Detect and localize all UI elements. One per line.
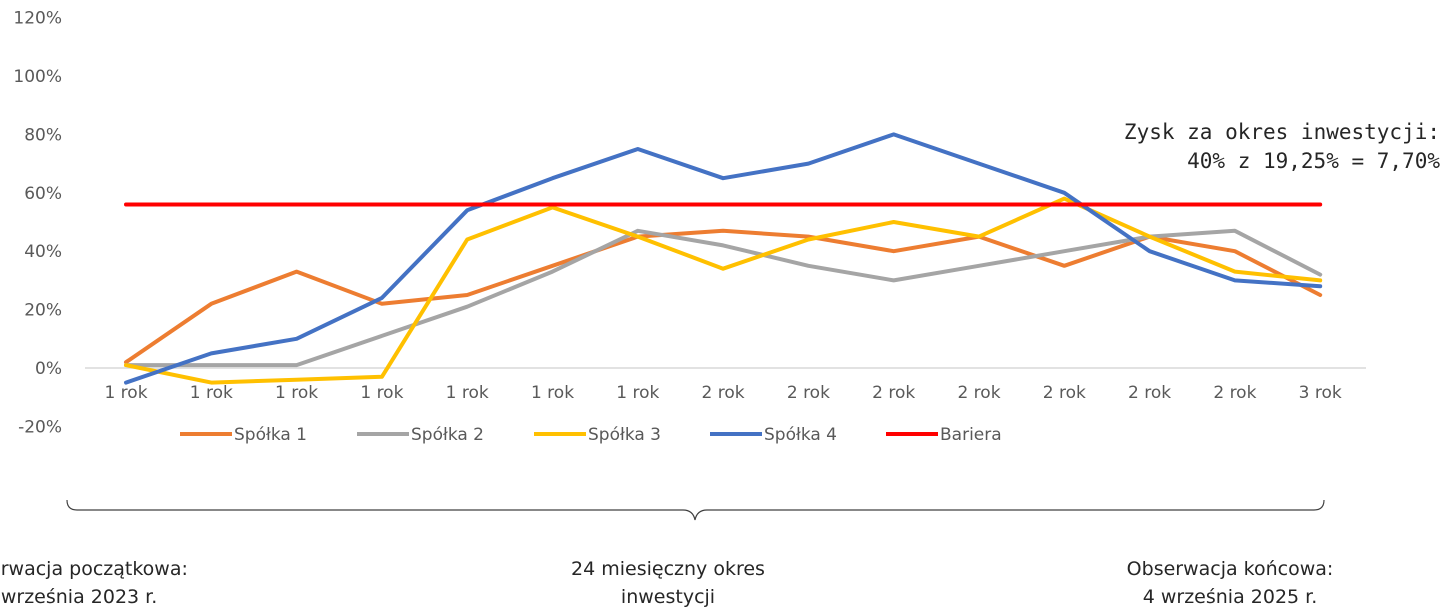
x-tick-label: 2 rok bbox=[957, 383, 1000, 403]
series-lines bbox=[124, 132, 1323, 385]
x-tick-label: 1 rok bbox=[360, 383, 403, 403]
series-line-1 bbox=[124, 228, 1323, 365]
legend-label: Spółka 3 bbox=[588, 425, 661, 445]
profit-annotation-line2: 40% z 19,25% = 7,70% bbox=[1187, 149, 1440, 173]
y-tick-label: 0% bbox=[35, 359, 62, 379]
y-tick-label: 40% bbox=[24, 242, 62, 262]
legend-label: Spółka 4 bbox=[764, 425, 837, 445]
start-observation-date: 4 września 2023 r. bbox=[0, 586, 158, 608]
profit-annotation: Zysk za okres inwestycji: 40% z 19,25% =… bbox=[1124, 118, 1440, 176]
y-tick-label: -20% bbox=[18, 417, 62, 437]
period-brace bbox=[66, 499, 1325, 521]
x-tick-label: 2 rok bbox=[1043, 383, 1086, 403]
y-tick-label: 20% bbox=[24, 301, 62, 321]
legend-label: Bariera bbox=[940, 425, 1002, 445]
x-tick-label: 1 rok bbox=[531, 383, 574, 403]
x-tick-label: 3 rok bbox=[1299, 383, 1342, 403]
y-tick-label: 60% bbox=[24, 184, 62, 204]
x-tick-label: 1 rok bbox=[104, 383, 147, 403]
end-observation-date: 4 września 2025 r. bbox=[1142, 586, 1318, 608]
x-tick-label: 2 rok bbox=[702, 383, 745, 403]
y-tick-label: 120% bbox=[13, 9, 62, 29]
end-observation: Obserwacja końcowa: 4 września 2025 r. bbox=[1080, 555, 1380, 611]
x-tick-label: 1 rok bbox=[616, 383, 659, 403]
start-observation: Obserwacja początkowa: 4 września 2023 r… bbox=[0, 555, 230, 611]
profit-annotation-line1: Zysk za okres inwestycji: bbox=[1123, 120, 1440, 144]
x-tick-label: 2 rok bbox=[1128, 383, 1171, 403]
y-axis-ticks: -20% 0% 20% 40% 60% 80% 100% 120% bbox=[13, 9, 62, 438]
legend-label: Spółka 1 bbox=[234, 425, 307, 445]
start-observation-label: Obserwacja początkowa: bbox=[0, 558, 188, 580]
y-tick-label: 100% bbox=[13, 67, 62, 87]
y-tick-label: 80% bbox=[24, 125, 62, 145]
x-tick-label: 1 rok bbox=[275, 383, 318, 403]
x-tick-label: 2 rok bbox=[872, 383, 915, 403]
x-tick-label: 2 rok bbox=[1213, 383, 1256, 403]
legend: Spółka 1 Spółka 2 Spółka 3 Spółka 4 Bariera bbox=[180, 425, 1002, 445]
series-line-3 bbox=[124, 196, 1323, 385]
x-axis-ticks: 1 rok 1 rok 1 rok 1 rok 1 rok 1 rok 1 rok 2 rok… bbox=[104, 383, 1341, 403]
legend-label: Spółka 2 bbox=[411, 425, 484, 445]
x-tick-label: 1 rok bbox=[446, 383, 489, 403]
series-line-4 bbox=[124, 132, 1323, 385]
x-tick-label: 2 rok bbox=[787, 383, 830, 403]
x-tick-label: 1 rok bbox=[190, 383, 233, 403]
end-observation-label: Obserwacja końcowa: bbox=[1126, 558, 1334, 580]
series-line-2 bbox=[124, 228, 1323, 368]
investment-period-label: 24 miesięczny okres inwestycji bbox=[571, 558, 765, 608]
